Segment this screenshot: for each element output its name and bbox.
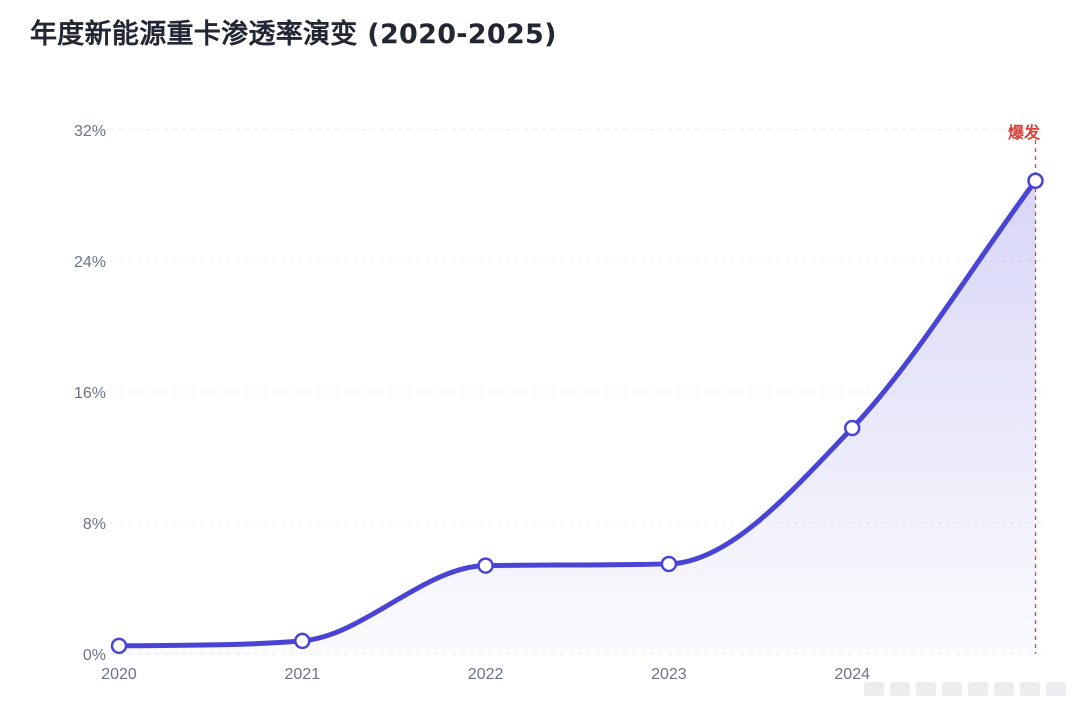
x-tick-label: 2024 <box>834 666 870 683</box>
chart-title: 年度新能源重卡渗透率演变 (2020-2025) <box>30 19 557 50</box>
watermark <box>864 682 1066 696</box>
data-point[interactable] <box>843 419 861 437</box>
x-tick-label: 2020 <box>101 666 137 683</box>
data-point[interactable] <box>110 637 128 655</box>
y-tick-label: 32% <box>74 123 106 140</box>
y-tick-label: 16% <box>74 385 106 402</box>
y-tick-label: 8% <box>83 516 106 533</box>
data-point[interactable] <box>1027 172 1044 190</box>
data-point[interactable] <box>294 632 311 650</box>
x-tick-label: 2022 <box>468 666 504 683</box>
y-tick-label: 0% <box>83 647 106 664</box>
y-tick-label: 24% <box>74 254 106 271</box>
area-fill <box>119 180 1036 654</box>
x-tick-label: 2021 <box>285 666 321 683</box>
annotation-label: 爆发 <box>1008 123 1041 142</box>
x-tick-label: 2023 <box>651 666 687 683</box>
data-point[interactable] <box>477 557 494 574</box>
data-point[interactable] <box>660 555 678 573</box>
